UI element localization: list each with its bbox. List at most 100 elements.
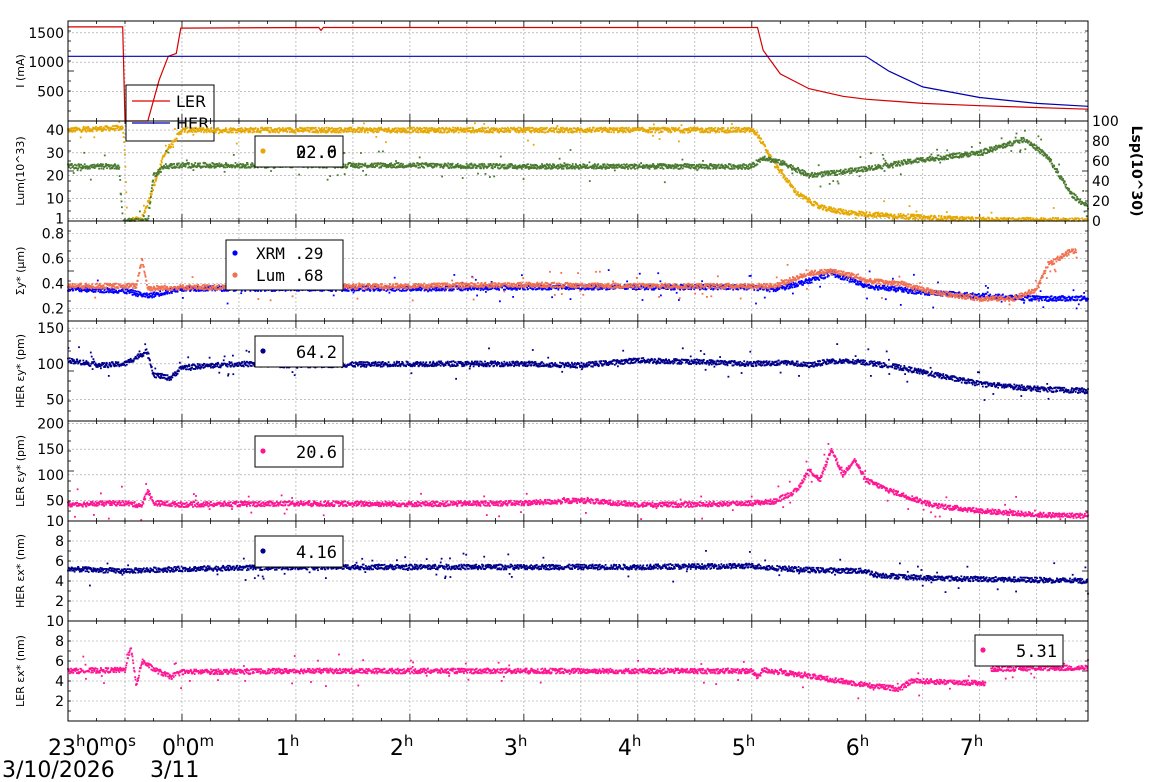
data-point: [193, 130, 196, 133]
data-point: [648, 168, 651, 170]
data-point: [161, 158, 164, 160]
data-point: [378, 163, 381, 166]
data-point: [399, 165, 402, 168]
data-point: [534, 163, 536, 166]
data-point: [577, 127, 580, 130]
data-point: [427, 127, 430, 130]
data-point: [489, 128, 491, 131]
data-point: [142, 218, 144, 221]
data-point: [666, 128, 669, 131]
data-point: [343, 152, 346, 154]
data-point: [638, 129, 641, 132]
data-point: [817, 172, 819, 175]
data-point: [470, 167, 472, 170]
data-point: [460, 127, 462, 129]
data-point: [490, 167, 493, 169]
data-point: [352, 165, 354, 168]
data-point: [737, 168, 739, 170]
data-point: [811, 171, 814, 174]
data-point: [499, 130, 502, 132]
data-point: [988, 146, 991, 149]
y-axis-label-current: I (mA): [14, 54, 27, 88]
data-point: [348, 128, 351, 130]
data-point: [842, 173, 844, 175]
data-point: [891, 163, 893, 166]
data-point: [590, 130, 593, 133]
data-point: [849, 167, 852, 170]
data-point: [789, 166, 792, 168]
data-point: [549, 128, 552, 131]
data-point: [488, 131, 491, 134]
data-point: [175, 137, 178, 140]
data-point: [1020, 137, 1023, 139]
data-point: [678, 164, 680, 167]
data-point: [604, 126, 607, 129]
data-point: [240, 163, 243, 166]
data-point: [1037, 149, 1039, 152]
data-point: [518, 130, 521, 133]
data-point: [235, 164, 238, 166]
data-point: [631, 127, 634, 130]
data-point: [785, 179, 788, 182]
legend-value-luminosity: 22.6: [296, 143, 337, 163]
data-point: [958, 156, 960, 159]
data-point: [165, 165, 168, 167]
data-point: [857, 212, 860, 215]
data-point: [78, 290, 81, 293]
data-point: [1037, 218, 1039, 221]
data-point: [432, 130, 435, 132]
data-point: [962, 216, 964, 219]
data-point: [864, 215, 867, 217]
data-point: [864, 170, 867, 172]
data-point: [368, 129, 371, 132]
data-point: [116, 166, 118, 169]
data-point: [934, 216, 937, 219]
data-point: [833, 171, 836, 174]
data-point: [833, 169, 835, 172]
data-point: [482, 129, 485, 132]
data-point: [633, 166, 635, 168]
data-point: [546, 126, 548, 129]
data-point: [403, 129, 406, 132]
data-point: [445, 126, 448, 129]
data-point: [1057, 175, 1060, 177]
data-point: [1015, 132, 1018, 135]
data-point: [264, 166, 266, 169]
series-points-luminosity-0: [67, 121, 1089, 222]
data-point: [239, 130, 242, 133]
data-point: [539, 127, 542, 129]
data-point: [125, 181, 127, 183]
data-point: [563, 127, 565, 130]
data-point: [743, 126, 746, 129]
data-point: [304, 127, 307, 130]
data-point: [1032, 147, 1035, 149]
data-point: [892, 163, 895, 166]
data-point: [1019, 149, 1022, 152]
data-point: [406, 127, 409, 130]
data-point: [153, 184, 156, 186]
data-point: [499, 167, 502, 170]
data-point: [945, 154, 948, 157]
data-point: [610, 166, 612, 168]
data-point: [178, 162, 180, 165]
data-point: [152, 189, 154, 191]
data-point: [73, 129, 75, 132]
data-point: [75, 167, 77, 169]
data-point: [625, 166, 628, 169]
data-point: [593, 166, 596, 169]
data-point: [278, 127, 281, 129]
data-point: [980, 149, 982, 152]
data-point: [343, 128, 346, 131]
data-point: [633, 163, 636, 166]
data-point: [492, 131, 494, 134]
data-point: [334, 166, 336, 169]
data-point: [829, 210, 832, 213]
data-point: [77, 286, 80, 289]
data-point: [417, 164, 420, 167]
data-point: [1025, 216, 1028, 219]
data-point: [409, 162, 412, 165]
data-point: [529, 166, 532, 169]
data-point: [921, 216, 924, 219]
data-point: [520, 127, 523, 130]
